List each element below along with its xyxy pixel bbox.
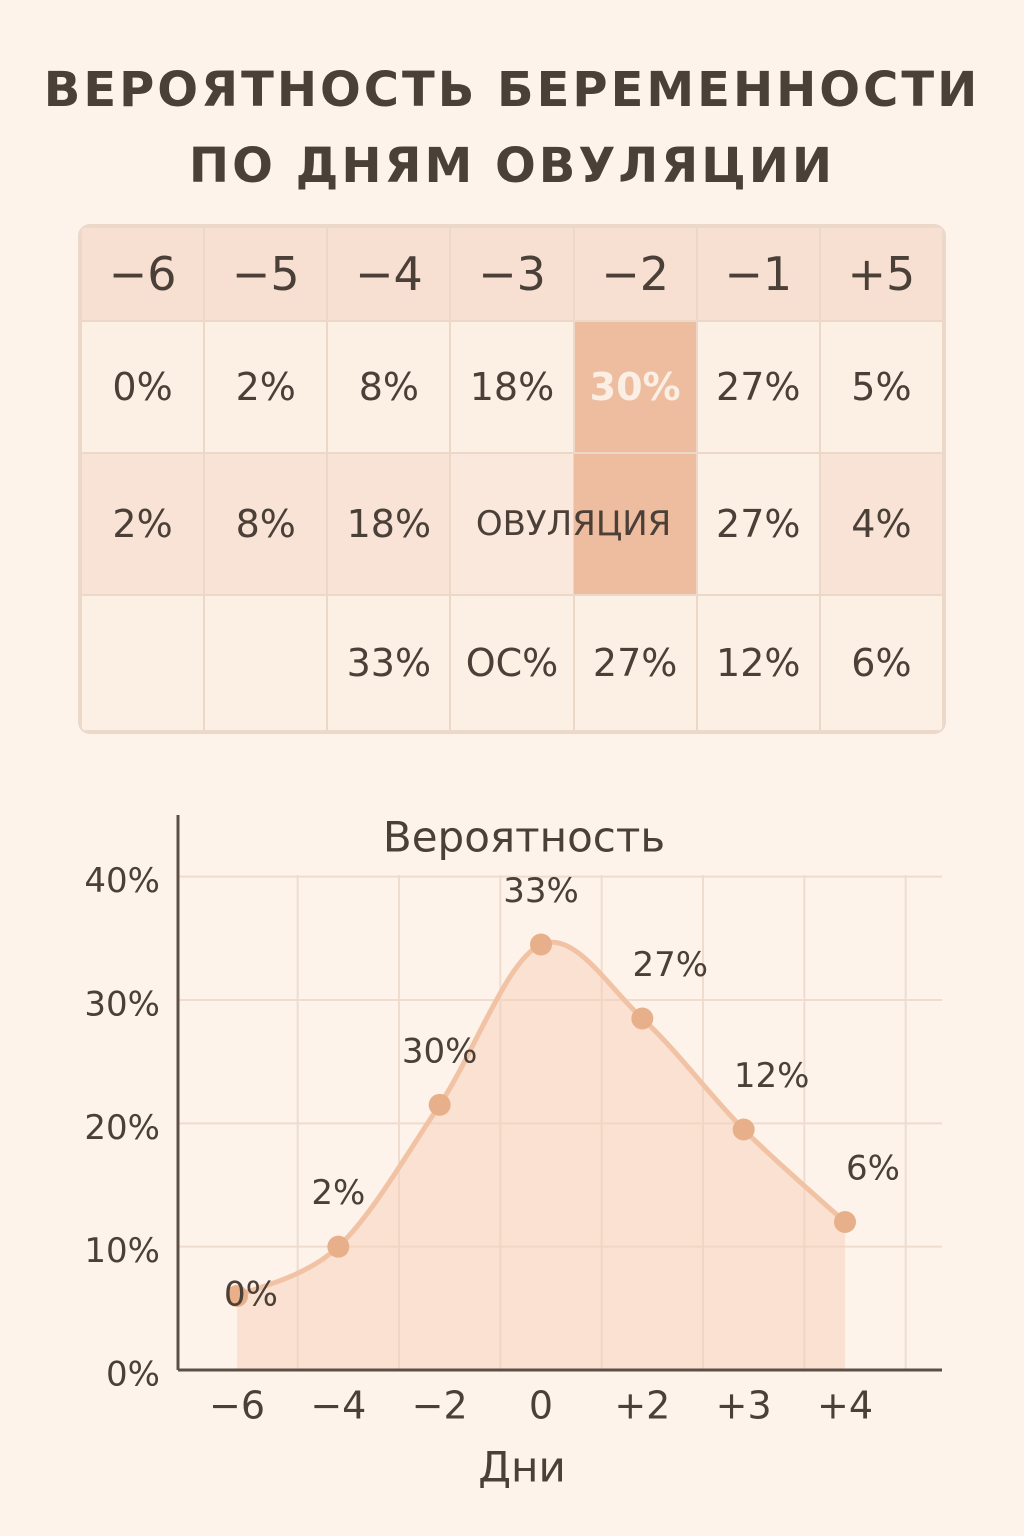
header-cell: −5 bbox=[203, 226, 329, 322]
header-cell: −6 bbox=[80, 226, 206, 322]
title-line: ВЕРОЯТНОСТЬ БЕРЕМЕННОСТИ bbox=[43, 62, 981, 118]
x-tick-label: −2 bbox=[412, 1384, 468, 1428]
header-cell: −4 bbox=[326, 226, 452, 322]
cell: 27% bbox=[695, 320, 821, 454]
cell: 27% bbox=[572, 594, 698, 732]
row: 33% ОС% 27% 12% 6% bbox=[80, 594, 944, 732]
point bbox=[834, 1211, 856, 1233]
cell: ОС% bbox=[449, 594, 575, 732]
y-tick-label: 0% bbox=[106, 1355, 160, 1395]
point-label: 27% bbox=[633, 945, 709, 985]
point bbox=[428, 1093, 451, 1116]
point-label: 30% bbox=[402, 1031, 478, 1071]
y-tick-label: 30% bbox=[84, 985, 160, 1025]
cell: ОВУЛЯЦИЯ bbox=[449, 452, 698, 596]
point bbox=[631, 1007, 654, 1030]
x-axis-label: Дни bbox=[478, 1443, 566, 1492]
cell: 27% bbox=[695, 452, 821, 596]
cell: 18% bbox=[449, 320, 575, 454]
cell: 2% bbox=[203, 320, 329, 454]
cell: 2% bbox=[80, 452, 206, 596]
point bbox=[530, 933, 552, 956]
title-line: ПО ДНЯМ ОВУЛЯЦИИ bbox=[188, 138, 836, 194]
cell: 33% bbox=[326, 594, 452, 732]
header-cell: +5 bbox=[818, 226, 944, 322]
header-cell: −2 bbox=[572, 226, 698, 322]
y-tick-label: 10% bbox=[84, 1231, 160, 1271]
cell: 12% bbox=[695, 594, 821, 732]
cell: 8% bbox=[326, 320, 452, 454]
chart-title: Вероятность bbox=[383, 813, 665, 862]
cell bbox=[203, 594, 329, 732]
x-tick-label: +3 bbox=[716, 1384, 772, 1428]
x-tick-label: +4 bbox=[817, 1384, 873, 1428]
y-tick-label: 20% bbox=[84, 1108, 160, 1148]
grid bbox=[178, 875, 942, 1370]
header-row: −6 −5 −4 −3 −2 −1 +5 bbox=[80, 226, 944, 322]
y-tick-label: 40% bbox=[84, 861, 160, 901]
header-cell: −1 bbox=[695, 226, 821, 322]
cell bbox=[80, 594, 206, 732]
point-label: 33% bbox=[503, 871, 579, 911]
cell: 5% bbox=[818, 320, 944, 454]
point-label: 6% bbox=[846, 1149, 900, 1189]
x-tick-label: −6 bbox=[209, 1384, 265, 1428]
row: 0% 2% 8% 18% 30% 27% 5% bbox=[80, 320, 944, 454]
cell: 8% bbox=[203, 452, 329, 596]
cell: 4% bbox=[818, 452, 944, 596]
x-tick-label: +2 bbox=[614, 1384, 670, 1428]
title: ВЕРОЯТНОСТЬ БЕРЕМЕННОСТИ ПО ДНЯМ ОВУЛЯЦИ… bbox=[0, 52, 1024, 204]
cell: 18% bbox=[326, 452, 452, 596]
x-tick-label: 0 bbox=[529, 1384, 553, 1428]
point-label: 0% bbox=[224, 1275, 278, 1315]
point bbox=[732, 1118, 755, 1141]
point bbox=[226, 1285, 248, 1307]
probability-table: −6 −5 −4 −3 −2 −1 +5 0% 2% 8% 18% 30% 27… bbox=[80, 226, 944, 732]
cell: 30% bbox=[572, 320, 698, 454]
cell: 6% bbox=[818, 594, 944, 732]
header-cell: −3 bbox=[449, 226, 575, 322]
cell: 0% bbox=[80, 320, 206, 454]
row: 2% 8% 18% ОВУЛЯЦИЯ 27% 4% bbox=[80, 452, 944, 596]
x-tick-label: −4 bbox=[310, 1384, 366, 1428]
area bbox=[237, 942, 845, 1370]
point-label: 2% bbox=[311, 1173, 365, 1213]
point bbox=[327, 1235, 350, 1258]
point-label: 12% bbox=[734, 1056, 810, 1096]
